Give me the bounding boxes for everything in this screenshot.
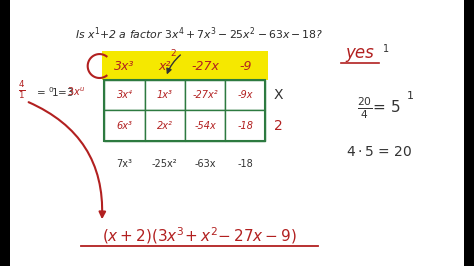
Bar bbox=[104, 80, 145, 110]
Text: Is $x^1$+2 a factor $3x^4+7x^3-25x^2-63x-18$?: Is $x^1$+2 a factor $3x^4+7x^3-25x^2-63x… bbox=[75, 25, 323, 41]
Text: 3x³: 3x³ bbox=[114, 60, 135, 73]
Bar bbox=[185, 110, 225, 141]
Text: 3x⁴: 3x⁴ bbox=[117, 90, 132, 100]
Text: $4 \cdot 5$ = 20: $4 \cdot 5$ = 20 bbox=[346, 145, 412, 159]
Text: $3x^u$: $3x^u$ bbox=[67, 86, 85, 98]
Bar bbox=[225, 110, 265, 141]
Text: -27x²: -27x² bbox=[192, 90, 218, 100]
Text: $\frac{4}{1}$: $\frac{4}{1}$ bbox=[18, 80, 26, 101]
Text: = ${}^0\!1$=3: = ${}^0\!1$=3 bbox=[36, 85, 74, 99]
Bar bbox=[145, 80, 185, 110]
Bar bbox=[104, 110, 145, 141]
Text: 6x³: 6x³ bbox=[117, 121, 132, 131]
Text: -27x: -27x bbox=[191, 60, 219, 73]
Text: X: X bbox=[274, 88, 283, 102]
Bar bbox=[464, 0, 474, 266]
Bar bbox=[145, 110, 185, 141]
Text: -18: -18 bbox=[237, 159, 253, 169]
Bar bbox=[0, 0, 10, 266]
Bar bbox=[104, 80, 265, 141]
Bar bbox=[185, 80, 225, 110]
Bar bbox=[225, 80, 265, 110]
Text: -63x: -63x bbox=[194, 159, 216, 169]
Text: x²: x² bbox=[158, 60, 171, 73]
Text: -25x²: -25x² bbox=[152, 159, 178, 169]
Text: 7x³: 7x³ bbox=[117, 159, 132, 169]
Text: -54x: -54x bbox=[194, 121, 216, 131]
Bar bbox=[102, 51, 268, 80]
Text: -18: -18 bbox=[237, 121, 253, 131]
Text: 1: 1 bbox=[407, 91, 413, 101]
Text: -9x: -9x bbox=[237, 90, 253, 100]
Text: yes: yes bbox=[346, 44, 374, 62]
Text: 2: 2 bbox=[274, 119, 283, 133]
Text: $\frac{20}{4}$= 5: $\frac{20}{4}$= 5 bbox=[357, 95, 401, 120]
Text: -9: -9 bbox=[239, 60, 252, 73]
Text: $(x+2)(3x^3\!+x^2\!-27x-9)$: $(x+2)(3x^3\!+x^2\!-27x-9)$ bbox=[101, 225, 297, 246]
Text: 2: 2 bbox=[171, 49, 176, 58]
Text: 1x³: 1x³ bbox=[157, 90, 173, 100]
Text: 2x²: 2x² bbox=[157, 121, 173, 131]
Text: 1: 1 bbox=[383, 44, 389, 54]
